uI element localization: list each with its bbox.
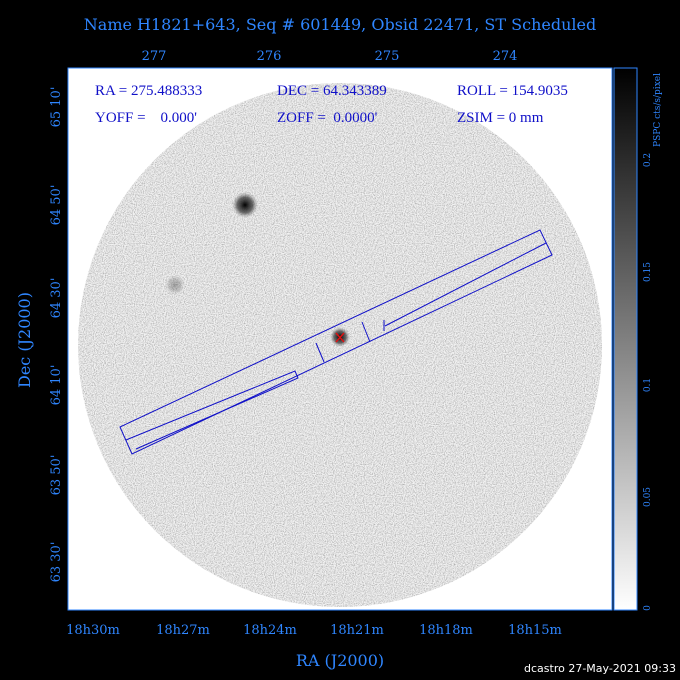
colorbar-axis: 0.2 0.15 0.1 0.05 0 PSPC cts/s/pixel xyxy=(643,73,663,611)
footer: dcastro 27-May-2021 09:33 xyxy=(524,662,676,675)
info-yoff: YOFF = 0.000' xyxy=(95,110,197,126)
tick-label: 274 xyxy=(493,49,518,64)
tick-label: 64 10' xyxy=(49,365,64,406)
colorbar-label: 0 xyxy=(643,605,653,611)
tick-label: 18h18m xyxy=(419,623,473,638)
tick-label: 275 xyxy=(375,49,400,64)
colorbar-title: PSPC cts/s/pixel xyxy=(653,73,663,147)
tick-label: 276 xyxy=(257,49,282,64)
colorbar-label: 0.2 xyxy=(643,153,653,167)
tick-label: 63 50' xyxy=(49,455,64,496)
tick-label: 64 30' xyxy=(49,278,64,319)
tick-label: 65 10' xyxy=(49,87,64,128)
colorbar-label: 0.1 xyxy=(643,378,653,392)
tick-label: 18h21m xyxy=(330,623,384,638)
axis-title: RA (J2000) xyxy=(296,651,384,670)
colorbar-label: 0.05 xyxy=(643,487,653,507)
tick-label: 63 30' xyxy=(49,542,64,583)
target-marker xyxy=(335,332,345,343)
left-axis: 65 10' 64 50' 64 30' 64 10' 63 50' 63 30… xyxy=(15,87,64,583)
grating-outline xyxy=(119,229,553,455)
info-panel: RA = 275.488333 DEC = 64.343389 ROLL = 1… xyxy=(95,83,568,126)
top-axis: 277 276 275 274 xyxy=(142,49,518,64)
info-zsim: ZSIM = 0 mm xyxy=(457,110,544,126)
tick-label: 18h30m xyxy=(66,623,120,638)
source xyxy=(232,192,258,218)
tick-label: 18h15m xyxy=(508,623,562,638)
info-zoff: ZOFF = 0.0000' xyxy=(277,110,378,126)
bottom-axis: 18h30m 18h27m 18h24m 18h21m 18h18m 18h15… xyxy=(66,623,562,670)
tick-label: 18h27m xyxy=(156,623,210,638)
info-roll: ROLL = 154.9035 xyxy=(457,83,568,99)
tick-label: 18h24m xyxy=(243,623,297,638)
axis-title: Dec (J2000) xyxy=(15,292,34,388)
colorbar xyxy=(613,67,638,611)
title: Name H1821+643, Seq # 601449, Obsid 2247… xyxy=(84,15,596,34)
source xyxy=(165,275,185,295)
tick-label: 64 50' xyxy=(49,185,64,226)
info-dec: DEC = 64.343389 xyxy=(277,83,387,99)
colorbar-label: 0.15 xyxy=(643,262,653,282)
tick-label: 277 xyxy=(142,49,167,64)
info-ra: RA = 275.488333 xyxy=(95,83,202,99)
